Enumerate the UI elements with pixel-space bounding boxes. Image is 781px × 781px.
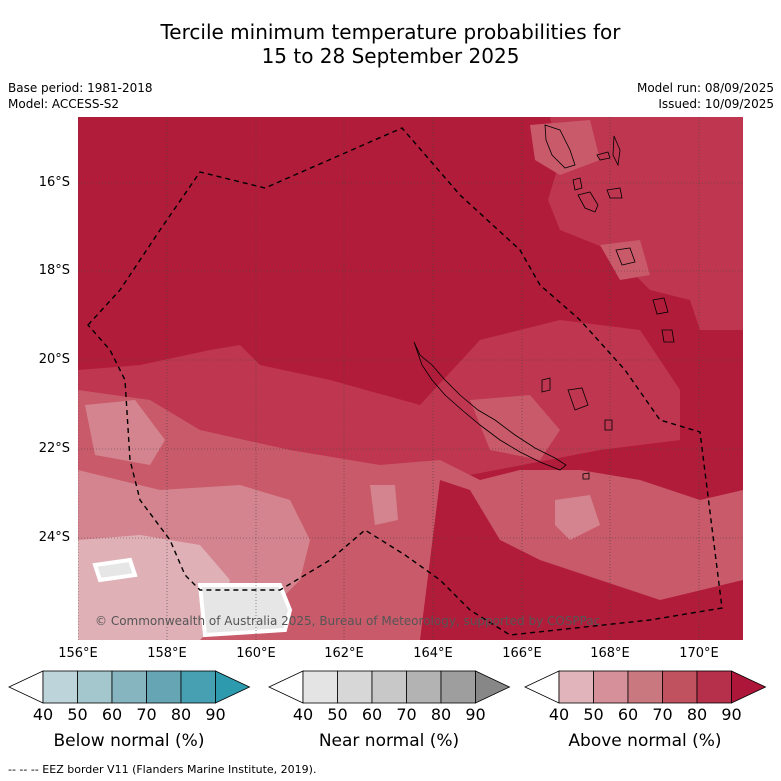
region-above-80-east <box>548 117 743 330</box>
tanna-island <box>615 247 636 266</box>
legend-swatch <box>371 670 407 704</box>
legend-swatch <box>180 670 216 704</box>
region-above-70-nc <box>470 395 560 460</box>
legend-swatch <box>440 670 476 704</box>
region-above-70-islands <box>600 240 650 280</box>
legend-swatch <box>42 670 78 704</box>
lifou-island <box>567 387 589 411</box>
legend-swatch <box>406 670 442 704</box>
legend-tick-label: 70 <box>396 705 417 724</box>
legend-swatch <box>111 670 147 704</box>
legend-swatch <box>146 670 182 704</box>
legend-tick-label: 60 <box>101 705 123 724</box>
legend-tick-label: 60 <box>361 705 383 724</box>
legend-swatch <box>302 670 338 704</box>
lon-label-156e: 156°E <box>58 646 98 661</box>
legend-tick-label: 50 <box>67 705 88 724</box>
legend-tick-label: 40 <box>292 705 314 724</box>
legend-swatch <box>77 670 113 704</box>
copyright-notice: © Commonwealth of Australia 2025, Bureau… <box>95 614 601 628</box>
lat-label-24s: 24°S <box>38 530 70 545</box>
legend-tick-label: 40 <box>548 705 570 724</box>
legend-above-normal-bar <box>524 670 767 704</box>
ouvea-island <box>541 377 551 393</box>
legend-arrow-low <box>524 670 560 704</box>
legend-swatch <box>696 670 732 704</box>
legend-tick-label: 80 <box>430 705 452 724</box>
legend-tick-label: 80 <box>686 705 708 724</box>
region-above-60-patch <box>555 495 600 540</box>
island-ne-1 <box>612 135 621 167</box>
region-above-90-south <box>420 480 743 640</box>
legend-arrow-high <box>731 670 767 704</box>
legend-arrow-high <box>215 670 251 704</box>
espiritu-santo-island <box>544 124 576 169</box>
coastlines <box>413 124 675 480</box>
legend-tick-label: 40 <box>32 705 54 724</box>
isle-of-pines <box>582 472 590 480</box>
region-above-70-ne <box>530 120 600 175</box>
lon-label-166e: 166°E <box>502 646 542 661</box>
legend-swatch <box>337 670 373 704</box>
base-period: Base period: 1981-2018 <box>8 81 153 95</box>
lat-label-18s: 18°S <box>38 263 70 278</box>
legend-arrow-high <box>475 670 511 704</box>
legend-swatch <box>662 670 698 704</box>
legend-tick-label: 70 <box>136 705 157 724</box>
new-caledonia-island <box>413 341 567 471</box>
probability-map <box>78 117 743 640</box>
eez-footnote: -- -- -- EEZ border V11 (Flanders Marine… <box>8 763 317 776</box>
legend-below-normal-title: Below normal (%) <box>53 731 205 751</box>
legend-arrow-low <box>8 670 44 704</box>
legend-tick-label: 90 <box>721 705 742 724</box>
legend-swatch <box>627 670 663 704</box>
island-e-2 <box>661 329 675 343</box>
legend-tick-label: 90 <box>465 705 486 724</box>
region-near-40-b <box>92 557 138 583</box>
island-e-1 <box>652 297 669 315</box>
graticule <box>78 117 743 640</box>
legend-below-normal-bar <box>8 670 251 704</box>
legend-near-normal-title: Near normal (%) <box>318 731 460 751</box>
lon-label-168e: 168°E <box>590 646 630 661</box>
mare-island <box>604 419 613 431</box>
region-above-60-small <box>370 485 398 525</box>
legend-swatch <box>558 670 594 704</box>
model-run: Model run: 08/09/2025 <box>636 81 774 95</box>
lon-label-170e: 170°E <box>679 646 719 661</box>
title-line-1: Tercile minimum temperature probabilitie… <box>160 20 621 44</box>
legend-tick-label: 70 <box>652 705 673 724</box>
efate-island <box>577 191 599 213</box>
legend-tick-label: 60 <box>617 705 639 724</box>
eez-border <box>87 127 723 636</box>
island-ne-3 <box>572 177 583 191</box>
lon-label-162e: 162°E <box>324 646 364 661</box>
legend-tick-label: 80 <box>170 705 192 724</box>
legend-above-normal-title: Above normal (%) <box>568 731 722 751</box>
region-near-40-a <box>197 583 293 638</box>
model-name: Model: ACCESS-S2 <box>8 97 120 111</box>
lat-label-16s: 16°S <box>38 175 70 190</box>
title-line-2: 15 to 28 September 2025 <box>261 44 520 68</box>
legend-arrow-low <box>268 670 304 704</box>
legend-tick-label: 50 <box>583 705 604 724</box>
legend-swatch <box>593 670 629 704</box>
lat-label-20s: 20°S <box>38 352 70 367</box>
legend-tick-label: 90 <box>205 705 226 724</box>
legend-tick-label: 50 <box>327 705 348 724</box>
issued-date: Issued: 10/09/2025 <box>658 97 774 111</box>
lat-label-22s: 22°S <box>38 441 70 456</box>
lon-label-160e: 160°E <box>236 646 276 661</box>
lon-label-164e: 164°E <box>413 646 453 661</box>
legend-near-normal-bar <box>268 670 511 704</box>
island-ne-2 <box>596 151 611 161</box>
lon-label-158e: 158°E <box>147 646 187 661</box>
island-ne-4 <box>606 187 623 199</box>
